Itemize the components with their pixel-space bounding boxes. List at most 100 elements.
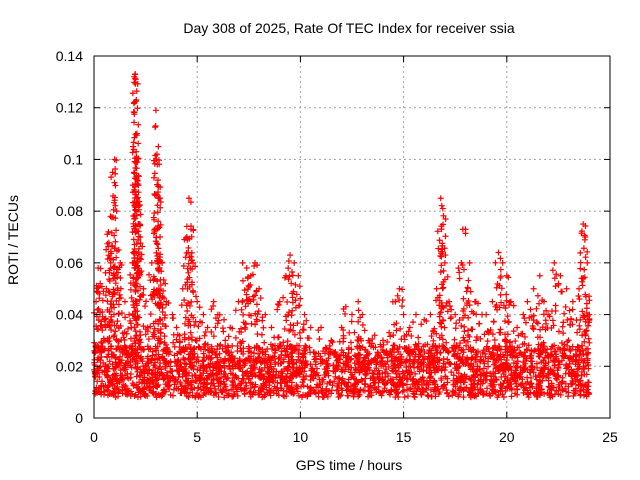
spike-point (181, 336, 188, 343)
band-point (258, 388, 265, 395)
band-point (538, 386, 545, 393)
band-point (371, 355, 378, 362)
spike-point (131, 134, 138, 141)
spike-point (190, 314, 197, 321)
spike-point (443, 299, 450, 306)
band-point (554, 376, 561, 383)
band-point (578, 356, 585, 363)
band-point (559, 387, 566, 394)
data-point (584, 259, 591, 266)
band-point (413, 378, 420, 385)
band-point (210, 364, 217, 371)
data-point (291, 259, 298, 266)
spike-point (113, 157, 120, 164)
band-point (412, 370, 419, 377)
band-point (221, 371, 228, 378)
spike-point (121, 337, 128, 344)
spike-point (130, 139, 137, 146)
band-point (233, 374, 240, 381)
spike-point (132, 131, 139, 138)
spike-point (581, 338, 588, 345)
band-point (377, 390, 384, 397)
spike-point (135, 155, 142, 162)
spike-point (184, 307, 191, 314)
band-point (136, 372, 143, 379)
data-point (507, 298, 514, 305)
spike-point (498, 285, 505, 292)
spike-point (132, 80, 139, 87)
spike-point (300, 326, 307, 333)
band-point (470, 372, 477, 379)
spike-point (157, 184, 164, 191)
band-point (416, 353, 423, 360)
spike-point (241, 287, 248, 294)
spike-point (117, 294, 124, 301)
band-point (411, 345, 418, 352)
spike-point (534, 334, 541, 341)
spike-point (304, 334, 311, 341)
spike-point (162, 280, 169, 287)
spike-point (529, 325, 536, 332)
spike-point (354, 336, 361, 343)
data-point (495, 249, 502, 256)
band-point (209, 349, 216, 356)
band-point (172, 358, 179, 365)
spike-point (109, 242, 116, 249)
band-point (283, 345, 290, 352)
spike-point (154, 202, 161, 209)
spike-point (187, 329, 194, 336)
spike-point (183, 302, 190, 309)
spike-point (577, 259, 584, 266)
data-point (154, 177, 161, 184)
band-point (485, 363, 492, 370)
band-point (497, 381, 504, 388)
spike-point (346, 329, 353, 336)
band-point (540, 373, 547, 380)
spike-point (258, 331, 265, 338)
spike-point (112, 328, 119, 335)
band-point (129, 356, 136, 363)
band-point (331, 378, 338, 385)
spike-point (581, 266, 588, 273)
band-point (182, 365, 189, 372)
band-point (193, 378, 200, 385)
band-point (385, 363, 392, 370)
band-point (479, 349, 486, 356)
spike-point (296, 329, 303, 336)
band-point (255, 344, 262, 351)
band-point (533, 376, 540, 383)
band-point (361, 346, 368, 353)
spike-point (111, 311, 118, 318)
band-point (517, 373, 524, 380)
band-point (480, 370, 487, 377)
band-point (405, 344, 412, 351)
band-point (105, 387, 112, 394)
band-point (458, 346, 465, 353)
band-point (140, 363, 147, 370)
spike-point (98, 339, 105, 346)
band-point (362, 380, 369, 387)
spike-point (170, 339, 177, 346)
band-point (139, 358, 146, 365)
band-point (223, 347, 230, 354)
band-point (387, 388, 394, 395)
band-point (316, 381, 323, 388)
band-point (476, 366, 483, 373)
spike-point (439, 285, 446, 292)
spike-point (253, 288, 260, 295)
spike-point (185, 269, 192, 276)
data-point (107, 213, 114, 220)
band-point (386, 391, 393, 398)
spike-point (527, 306, 534, 313)
band-point (133, 353, 140, 360)
band-point (370, 344, 377, 351)
band-point (566, 355, 573, 362)
x-tick-label: 20 (499, 429, 515, 445)
spike-point (293, 342, 300, 349)
spike-point (195, 323, 202, 330)
band-point (338, 379, 345, 386)
band-point (495, 357, 502, 364)
band-point (299, 360, 306, 367)
band-point (404, 376, 411, 383)
spike-point (553, 271, 560, 278)
